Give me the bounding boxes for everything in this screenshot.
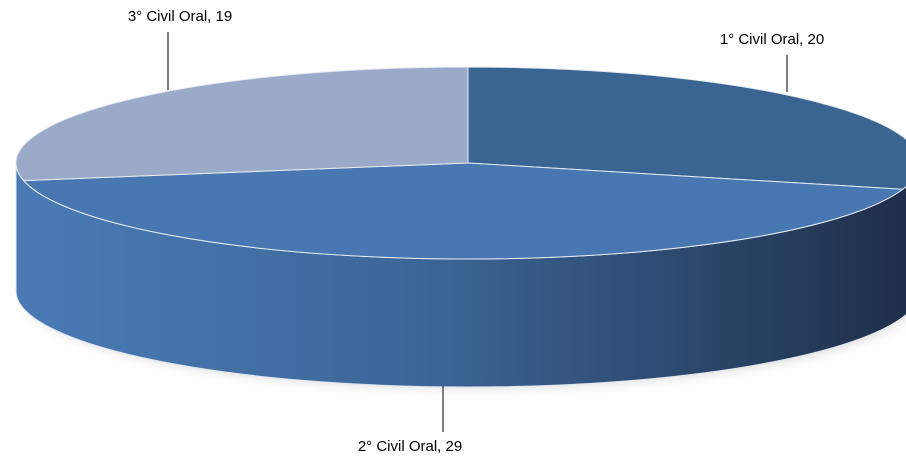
pie-slice-2 [22, 162, 905, 260]
data-label-1: 1° Civil Oral, 20 [720, 31, 824, 48]
data-label-2: 2° Civil Oral, 29 [358, 438, 462, 455]
data-label-3: 3° Civil Oral, 19 [128, 8, 232, 25]
pie-slice-3 [15, 66, 469, 182]
pie-slice-1 [467, 66, 906, 190]
